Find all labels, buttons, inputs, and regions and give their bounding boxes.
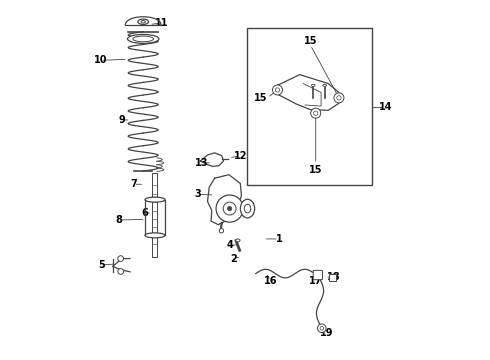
Ellipse shape xyxy=(145,233,165,238)
Bar xyxy=(329,274,337,281)
Ellipse shape xyxy=(127,35,159,43)
Circle shape xyxy=(275,88,280,92)
Text: 11: 11 xyxy=(155,18,169,28)
Circle shape xyxy=(311,108,321,118)
Text: 4: 4 xyxy=(226,240,233,250)
Circle shape xyxy=(227,206,232,211)
Circle shape xyxy=(314,111,318,115)
Ellipse shape xyxy=(323,84,326,86)
Text: 17: 17 xyxy=(309,276,322,286)
Circle shape xyxy=(272,85,283,95)
Ellipse shape xyxy=(138,19,148,24)
Circle shape xyxy=(318,324,326,333)
Ellipse shape xyxy=(312,84,315,86)
FancyBboxPatch shape xyxy=(313,270,322,280)
Bar xyxy=(247,28,372,185)
Ellipse shape xyxy=(245,204,251,213)
Text: 6: 6 xyxy=(141,208,147,218)
Ellipse shape xyxy=(145,197,165,202)
Text: 16: 16 xyxy=(264,276,277,286)
Ellipse shape xyxy=(236,239,240,242)
Circle shape xyxy=(118,269,123,274)
Text: 15: 15 xyxy=(254,93,268,103)
Text: 18: 18 xyxy=(327,272,341,282)
Text: 5: 5 xyxy=(98,260,105,270)
Text: 15: 15 xyxy=(309,165,322,175)
Circle shape xyxy=(337,96,341,100)
Circle shape xyxy=(118,256,123,261)
Circle shape xyxy=(320,327,323,330)
Circle shape xyxy=(220,229,223,233)
Text: 19: 19 xyxy=(319,328,333,338)
Text: 3: 3 xyxy=(195,189,201,199)
Text: 7: 7 xyxy=(130,179,137,189)
Text: 13: 13 xyxy=(196,158,209,168)
Text: 12: 12 xyxy=(234,151,247,161)
Text: 2: 2 xyxy=(230,253,237,264)
Text: 15: 15 xyxy=(304,36,317,46)
Text: 8: 8 xyxy=(116,215,122,225)
Ellipse shape xyxy=(241,199,255,218)
Ellipse shape xyxy=(141,21,146,23)
Text: 10: 10 xyxy=(94,55,107,65)
Circle shape xyxy=(334,93,344,103)
Circle shape xyxy=(216,195,243,222)
Text: 9: 9 xyxy=(119,115,125,125)
Circle shape xyxy=(223,202,236,215)
Text: 1: 1 xyxy=(275,234,282,244)
Ellipse shape xyxy=(133,36,153,42)
Text: 14: 14 xyxy=(379,102,393,112)
